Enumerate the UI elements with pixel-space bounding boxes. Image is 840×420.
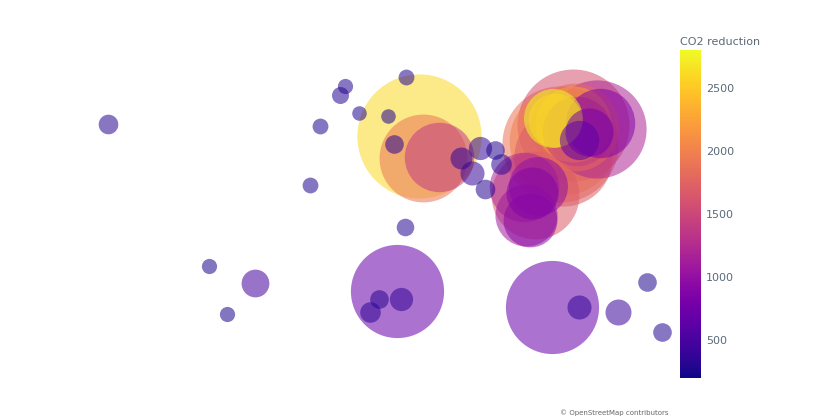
- Point: [547, 115, 560, 122]
- Point: [412, 132, 426, 139]
- Point: [303, 181, 317, 188]
- Point: [582, 129, 596, 135]
- Point: [395, 296, 408, 302]
- Point: [433, 154, 446, 160]
- Point: [546, 304, 559, 310]
- Point: [523, 216, 537, 223]
- Point: [517, 184, 530, 190]
- Point: [249, 280, 262, 286]
- Point: [640, 278, 654, 285]
- Point: [400, 73, 413, 80]
- Point: [519, 212, 533, 218]
- Point: [454, 155, 468, 161]
- Point: [566, 121, 580, 128]
- Point: [489, 147, 502, 154]
- Text: © OpenStreetMap contributors: © OpenStreetMap contributors: [560, 409, 669, 416]
- Text: CO2 reduction: CO2 reduction: [680, 37, 760, 47]
- Point: [417, 155, 430, 162]
- Point: [612, 309, 625, 315]
- Point: [590, 126, 603, 133]
- Point: [570, 128, 584, 134]
- Point: [566, 121, 580, 128]
- Point: [398, 223, 412, 230]
- Point: [202, 263, 216, 270]
- Point: [373, 296, 386, 302]
- Point: [593, 119, 606, 126]
- Point: [339, 82, 352, 89]
- Point: [568, 124, 581, 131]
- Point: [531, 183, 544, 190]
- Point: [525, 189, 538, 196]
- Point: [655, 328, 669, 335]
- Point: [220, 311, 234, 318]
- Point: [390, 288, 403, 294]
- Point: [387, 141, 401, 147]
- Point: [353, 110, 366, 116]
- Point: [528, 192, 542, 198]
- Point: [474, 144, 487, 151]
- Point: [548, 117, 561, 124]
- Point: [333, 92, 347, 98]
- Point: [573, 137, 586, 144]
- Point: [479, 185, 492, 192]
- Point: [556, 154, 570, 160]
- Point: [556, 138, 570, 144]
- Point: [494, 160, 507, 167]
- Point: [572, 304, 585, 310]
- Point: [101, 121, 114, 128]
- Point: [381, 112, 395, 119]
- Point: [554, 140, 567, 147]
- Point: [313, 123, 327, 129]
- Point: [364, 309, 377, 315]
- Point: [465, 170, 479, 176]
